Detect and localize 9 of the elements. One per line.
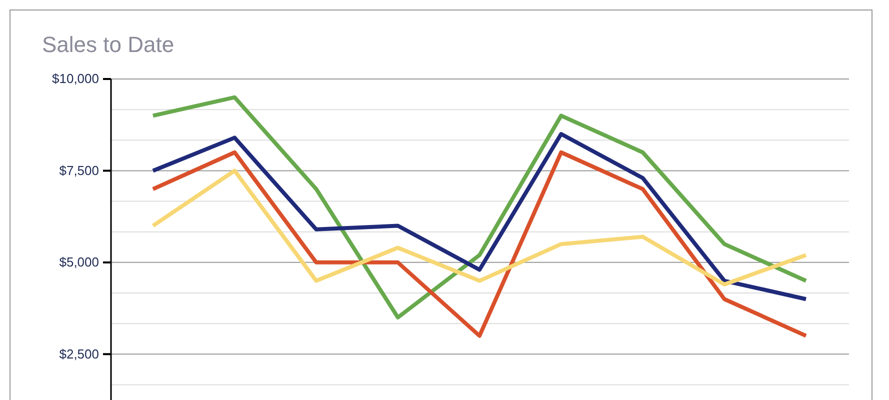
- line-series: [151, 95, 808, 320]
- line-series: [151, 168, 808, 286]
- y-tick-label: $2,500: [59, 346, 99, 362]
- y-tick-label: $7,500: [59, 162, 99, 178]
- y-tick-label: $5,000: [59, 254, 99, 270]
- chart-title: Sales to Date: [42, 32, 174, 57]
- y-tick-label: $10,000: [52, 71, 99, 86]
- line-series: [151, 132, 808, 302]
- line-series: [151, 150, 808, 338]
